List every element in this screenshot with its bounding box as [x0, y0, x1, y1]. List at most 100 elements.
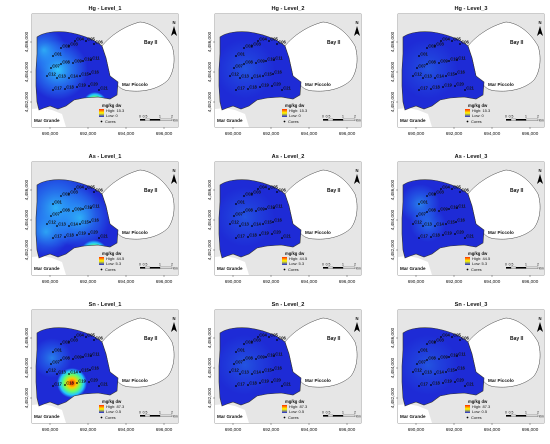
core-point [60, 195, 62, 197]
x-tick-label: 694,000 [118, 131, 135, 136]
bay-label: Bay II [144, 40, 158, 46]
y-tick-label: 4,484,000 [24, 357, 29, 378]
scale-bar [140, 118, 173, 121]
legend-high: High: 44.5 [472, 256, 491, 261]
core-point [416, 363, 418, 365]
core-point [259, 382, 261, 384]
core-point [89, 73, 91, 75]
y-tick-label: 4,486,000 [207, 31, 212, 52]
core-point [255, 210, 257, 212]
scale-tick-label: 1 [342, 263, 344, 267]
core-label: C17 [420, 381, 428, 386]
core-label: C05 [270, 36, 278, 41]
core-point [251, 77, 253, 79]
core-label: C16 [91, 217, 99, 222]
core-label: C02 [62, 191, 70, 196]
legend-color-ramp [282, 405, 287, 413]
concentration-hotspot [219, 187, 275, 247]
core-label: C02 [245, 191, 253, 196]
core-point [434, 373, 436, 375]
core-point [426, 343, 428, 345]
x-tick-label: 694,000 [118, 427, 135, 432]
core-label: C20 [456, 377, 464, 382]
y-tick-label: 4,486,000 [390, 327, 395, 348]
core-label: C20 [273, 229, 281, 234]
core-label: C14 [253, 73, 261, 78]
core-label: C03 [436, 189, 444, 194]
core-label: C12 [48, 219, 56, 224]
core-label: C18 [66, 380, 74, 385]
core-point [64, 236, 66, 238]
x-tick-label: 690,000 [225, 427, 242, 432]
legend-cores: Cores [288, 119, 299, 124]
legend-title: mg/kg dw [285, 399, 305, 404]
north-label: N [172, 20, 175, 25]
core-label: C04 [259, 36, 267, 41]
x-tick-label: 696,000 [522, 279, 539, 284]
core-label: C05 [270, 332, 278, 337]
north-arrow-icon [537, 174, 543, 184]
core-label: C16 [457, 365, 465, 370]
core-point [426, 359, 428, 361]
y-tick-label: 4,484,000 [390, 61, 395, 82]
x-tick-label: 692,000 [446, 427, 463, 432]
legend-title: mg/kg dw [102, 399, 122, 404]
scale-tick-label: 0 [139, 263, 141, 267]
core-label: C10 [450, 352, 458, 357]
core-point [426, 195, 428, 197]
core-label: C02 [62, 43, 70, 48]
core-point [262, 223, 264, 225]
core-label: C16 [91, 365, 99, 370]
north-label: N [172, 316, 175, 321]
core-point [456, 207, 458, 209]
y-tick-label: 4,486,000 [390, 31, 395, 52]
core-label: C11 [92, 55, 100, 60]
scale-unit-label: Km [173, 119, 178, 123]
core-label: C17 [54, 85, 62, 90]
core-label: C13 [58, 369, 66, 374]
core-point [74, 336, 76, 338]
legend-low: Low: 0.5 [106, 409, 122, 414]
core-point [98, 89, 100, 91]
core-point [239, 77, 241, 79]
north-label: N [538, 168, 541, 173]
core-point [235, 89, 237, 91]
core-label: C16 [91, 69, 99, 74]
legend-low: Low: 5.3 [289, 261, 305, 266]
scale-unit-label: Km [173, 415, 178, 419]
core-label: C03 [436, 41, 444, 46]
core-point [93, 43, 95, 45]
scale-bar [323, 414, 356, 417]
legend-color-ramp [99, 405, 104, 413]
core-label: C21 [100, 381, 108, 386]
core-label: C10 [267, 352, 275, 357]
core-label: C18 [432, 232, 440, 237]
core-label: C16 [274, 217, 282, 222]
core-label: C10 [84, 352, 92, 357]
map-panel-as-level-1: C01 C02 C03 C04 C05 C06 C07 C08 C09 C10 C11 C12 C13 C… [2, 149, 184, 295]
legend-low: Low: 0.5 [472, 409, 488, 414]
x-tick-label: 690,000 [42, 131, 59, 136]
scale-tick-label: 2 [537, 115, 539, 119]
core-label: C19 [78, 378, 86, 383]
core-point [464, 237, 466, 239]
core-point [235, 237, 237, 239]
mar-grande-label: Mar Grande [217, 118, 243, 123]
core-label: C18 [66, 232, 74, 237]
mar-grande-label: Mar Grande [400, 414, 426, 419]
y-tick-label: 4,486,000 [390, 179, 395, 200]
core-label: C07 [418, 359, 426, 364]
core-label: C01 [420, 199, 428, 204]
core-label: C11 [275, 55, 283, 60]
second-bay-water [467, 317, 541, 388]
core-point [239, 225, 241, 227]
core-label: C10 [267, 56, 275, 61]
core-label: C08 [245, 207, 253, 212]
core-point [46, 223, 48, 225]
core-label: C11 [458, 55, 466, 60]
legend-low: Low: 5.3 [472, 261, 488, 266]
core-label: C14 [70, 221, 78, 226]
